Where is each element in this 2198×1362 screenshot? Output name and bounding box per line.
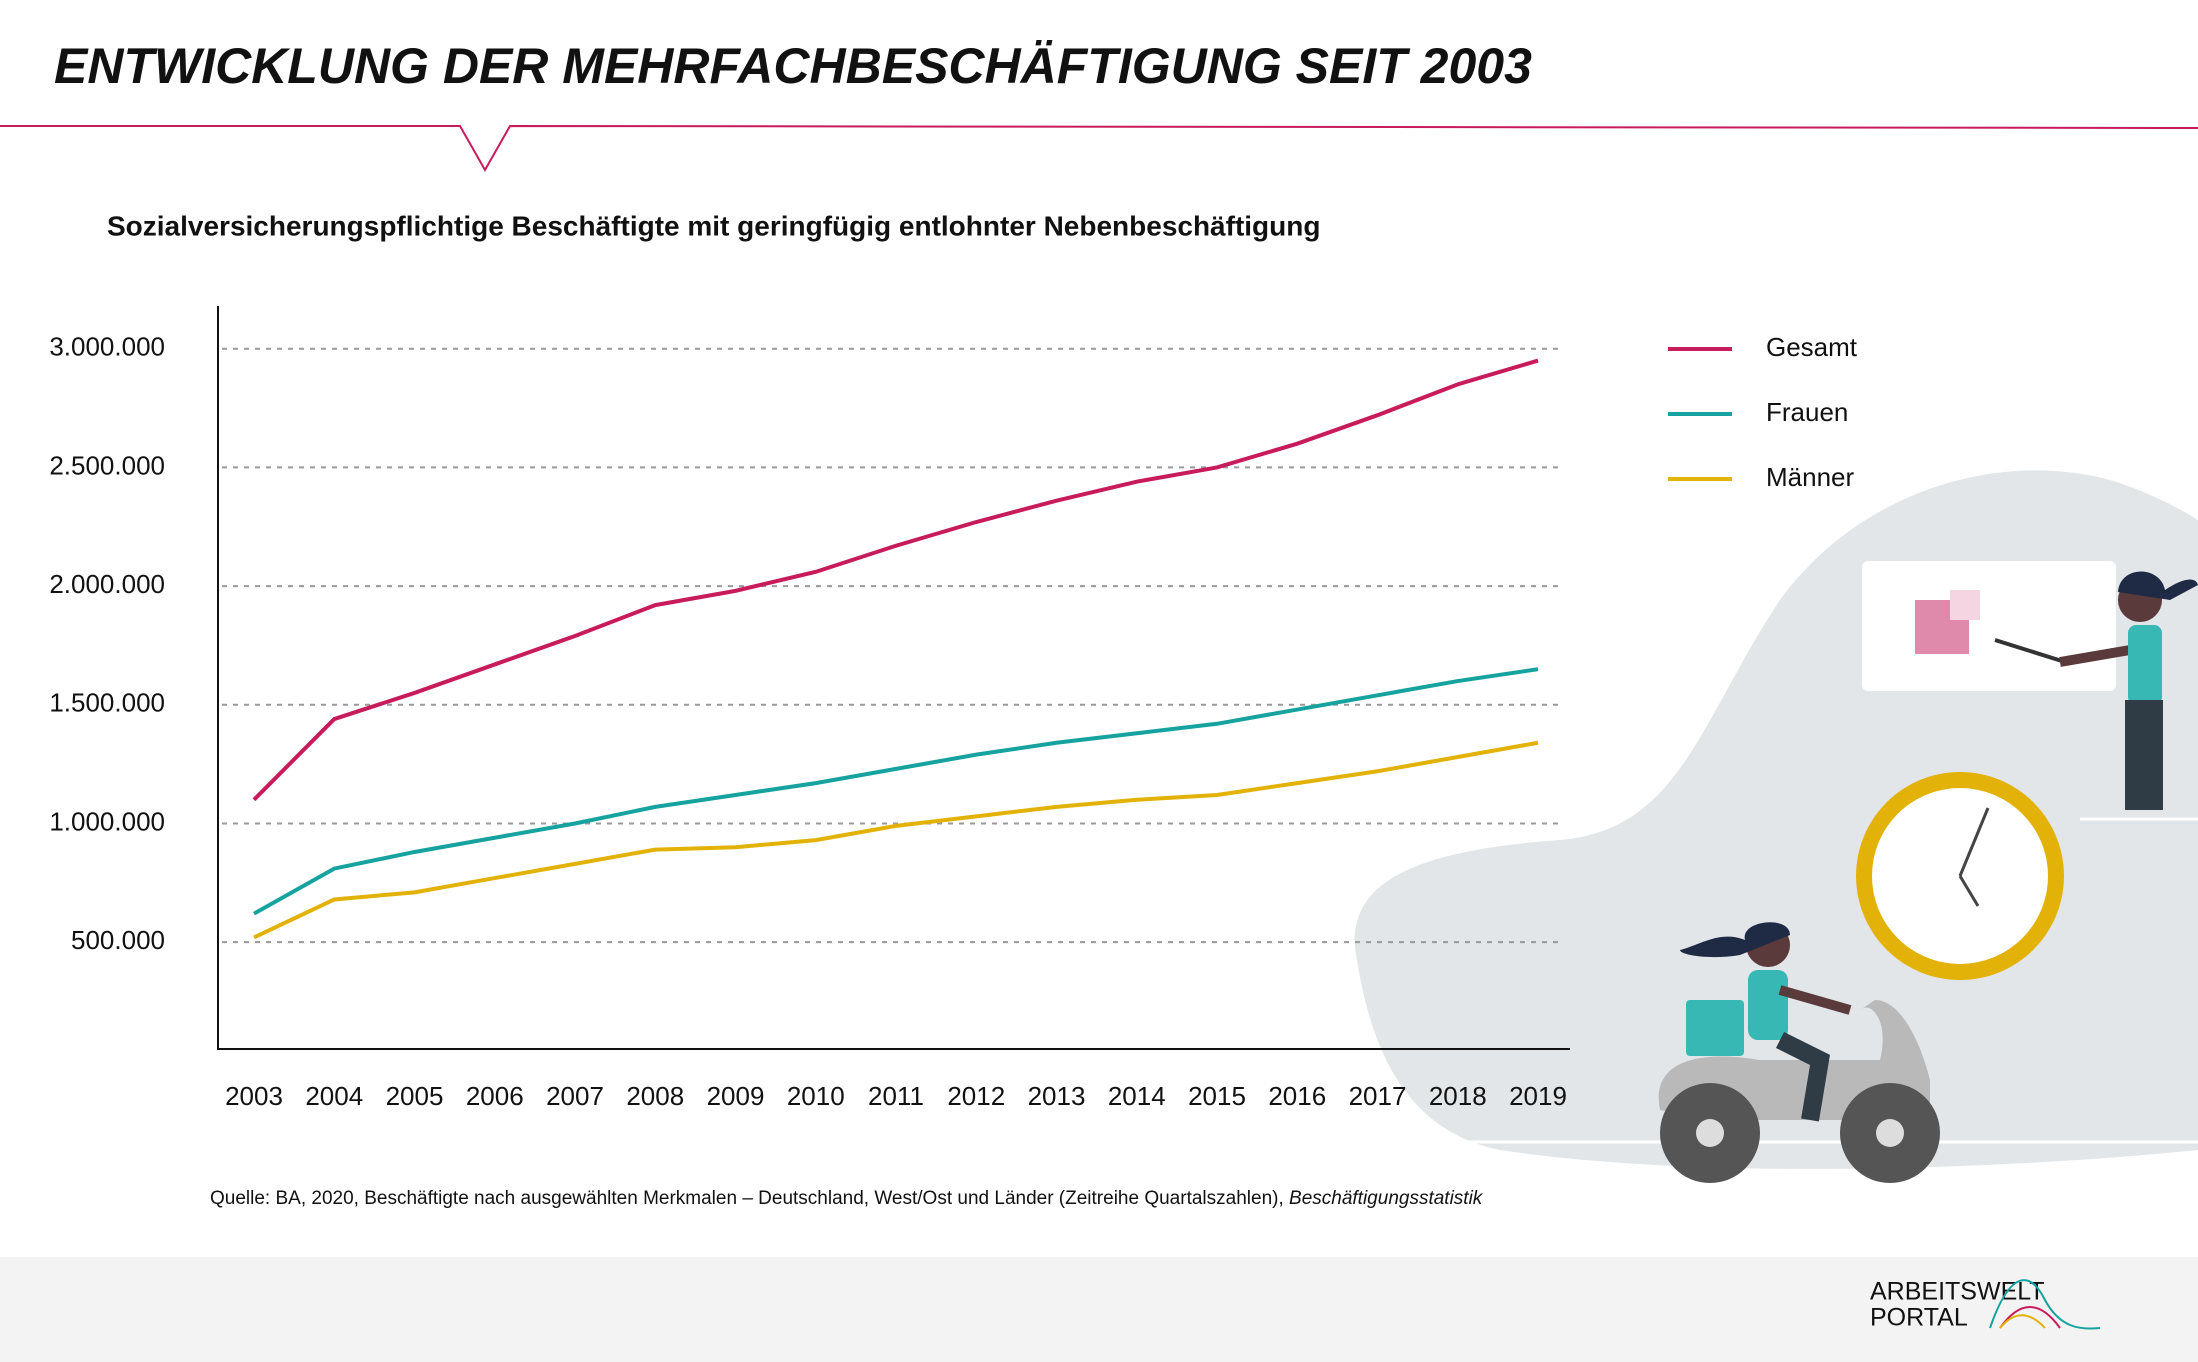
y-tick-label: 1.500.000 xyxy=(49,688,165,718)
y-tick-label: 3.000.000 xyxy=(49,332,165,362)
chart-title: Sozialversicherungspflichtige Beschäftig… xyxy=(107,210,1320,241)
scooter-hub xyxy=(1876,1119,1904,1147)
x-tick-label: 2008 xyxy=(626,1081,684,1111)
page-title: ENTWICKLUNG DER MEHRFACHBESCHÄFTIGUNG SE… xyxy=(54,38,1532,94)
scooter-hub xyxy=(1696,1119,1724,1147)
rider-hair xyxy=(1680,922,1790,958)
x-tick-label: 2013 xyxy=(1028,1081,1086,1111)
legend-label: Männer xyxy=(1766,462,1854,492)
y-tick-label: 2.000.000 xyxy=(49,569,165,599)
x-tick-label: 2010 xyxy=(787,1081,845,1111)
arm xyxy=(2059,645,2131,667)
source-text: Quelle: BA, 2020, Beschäftigte nach ausg… xyxy=(210,1188,1284,1209)
clock-hand xyxy=(1958,807,1990,877)
whiteboard-square xyxy=(1950,590,1980,620)
x-tick-label: 2019 xyxy=(1509,1081,1567,1111)
rider-arm xyxy=(1778,985,1852,1015)
shirt xyxy=(2128,625,2162,705)
x-tick-label: 2016 xyxy=(1268,1081,1326,1111)
source: Quelle: BA, 2020, Beschäftigte nach ausg… xyxy=(210,1188,1484,1209)
x-tick-label: 2009 xyxy=(707,1081,765,1111)
delivery-box xyxy=(1686,1000,1744,1056)
x-tick-label: 2007 xyxy=(546,1081,604,1111)
y-tick-label: 1.000.000 xyxy=(49,806,165,836)
series-line xyxy=(253,740,1539,940)
header-rule xyxy=(0,124,2198,173)
clock-hand xyxy=(1958,875,1980,907)
rider-shirt xyxy=(1748,970,1788,1040)
logo-curve xyxy=(1999,1306,2061,1329)
logo-text: PORTAL xyxy=(1870,1304,1968,1332)
x-tick-label: 2018 xyxy=(1429,1081,1487,1111)
hair xyxy=(2118,571,2198,600)
x-tick-label: 2017 xyxy=(1349,1081,1407,1111)
x-tick-label: 2006 xyxy=(466,1081,524,1111)
x-tick-label: 2015 xyxy=(1188,1081,1246,1111)
pointer xyxy=(1994,638,2066,664)
y-tick-label: 2.500.000 xyxy=(49,450,165,480)
series-line xyxy=(253,667,1539,916)
x-tick-label: 2011 xyxy=(868,1081,924,1111)
x-tick-label: 2012 xyxy=(947,1081,1005,1111)
y-tick-label: 500.000 xyxy=(71,925,165,955)
rider-legs xyxy=(1775,1031,1830,1122)
legend-label: Gesamt xyxy=(1766,332,1858,362)
series-line xyxy=(252,358,1539,802)
x-tick-label: 2003 xyxy=(225,1081,283,1111)
x-tick-label: 2014 xyxy=(1108,1081,1166,1111)
logo-curve xyxy=(1999,1314,2046,1329)
logo-curve xyxy=(1989,1279,2101,1330)
source-italic: Beschäftigungsstatistik xyxy=(1289,1188,1484,1209)
legend-label: Frauen xyxy=(1766,397,1848,427)
footer-band xyxy=(0,1257,2198,1362)
whiteboard xyxy=(1862,561,2116,691)
x-tick-label: 2004 xyxy=(305,1081,363,1111)
trousers xyxy=(2125,700,2163,810)
x-tick-label: 2005 xyxy=(386,1081,444,1111)
